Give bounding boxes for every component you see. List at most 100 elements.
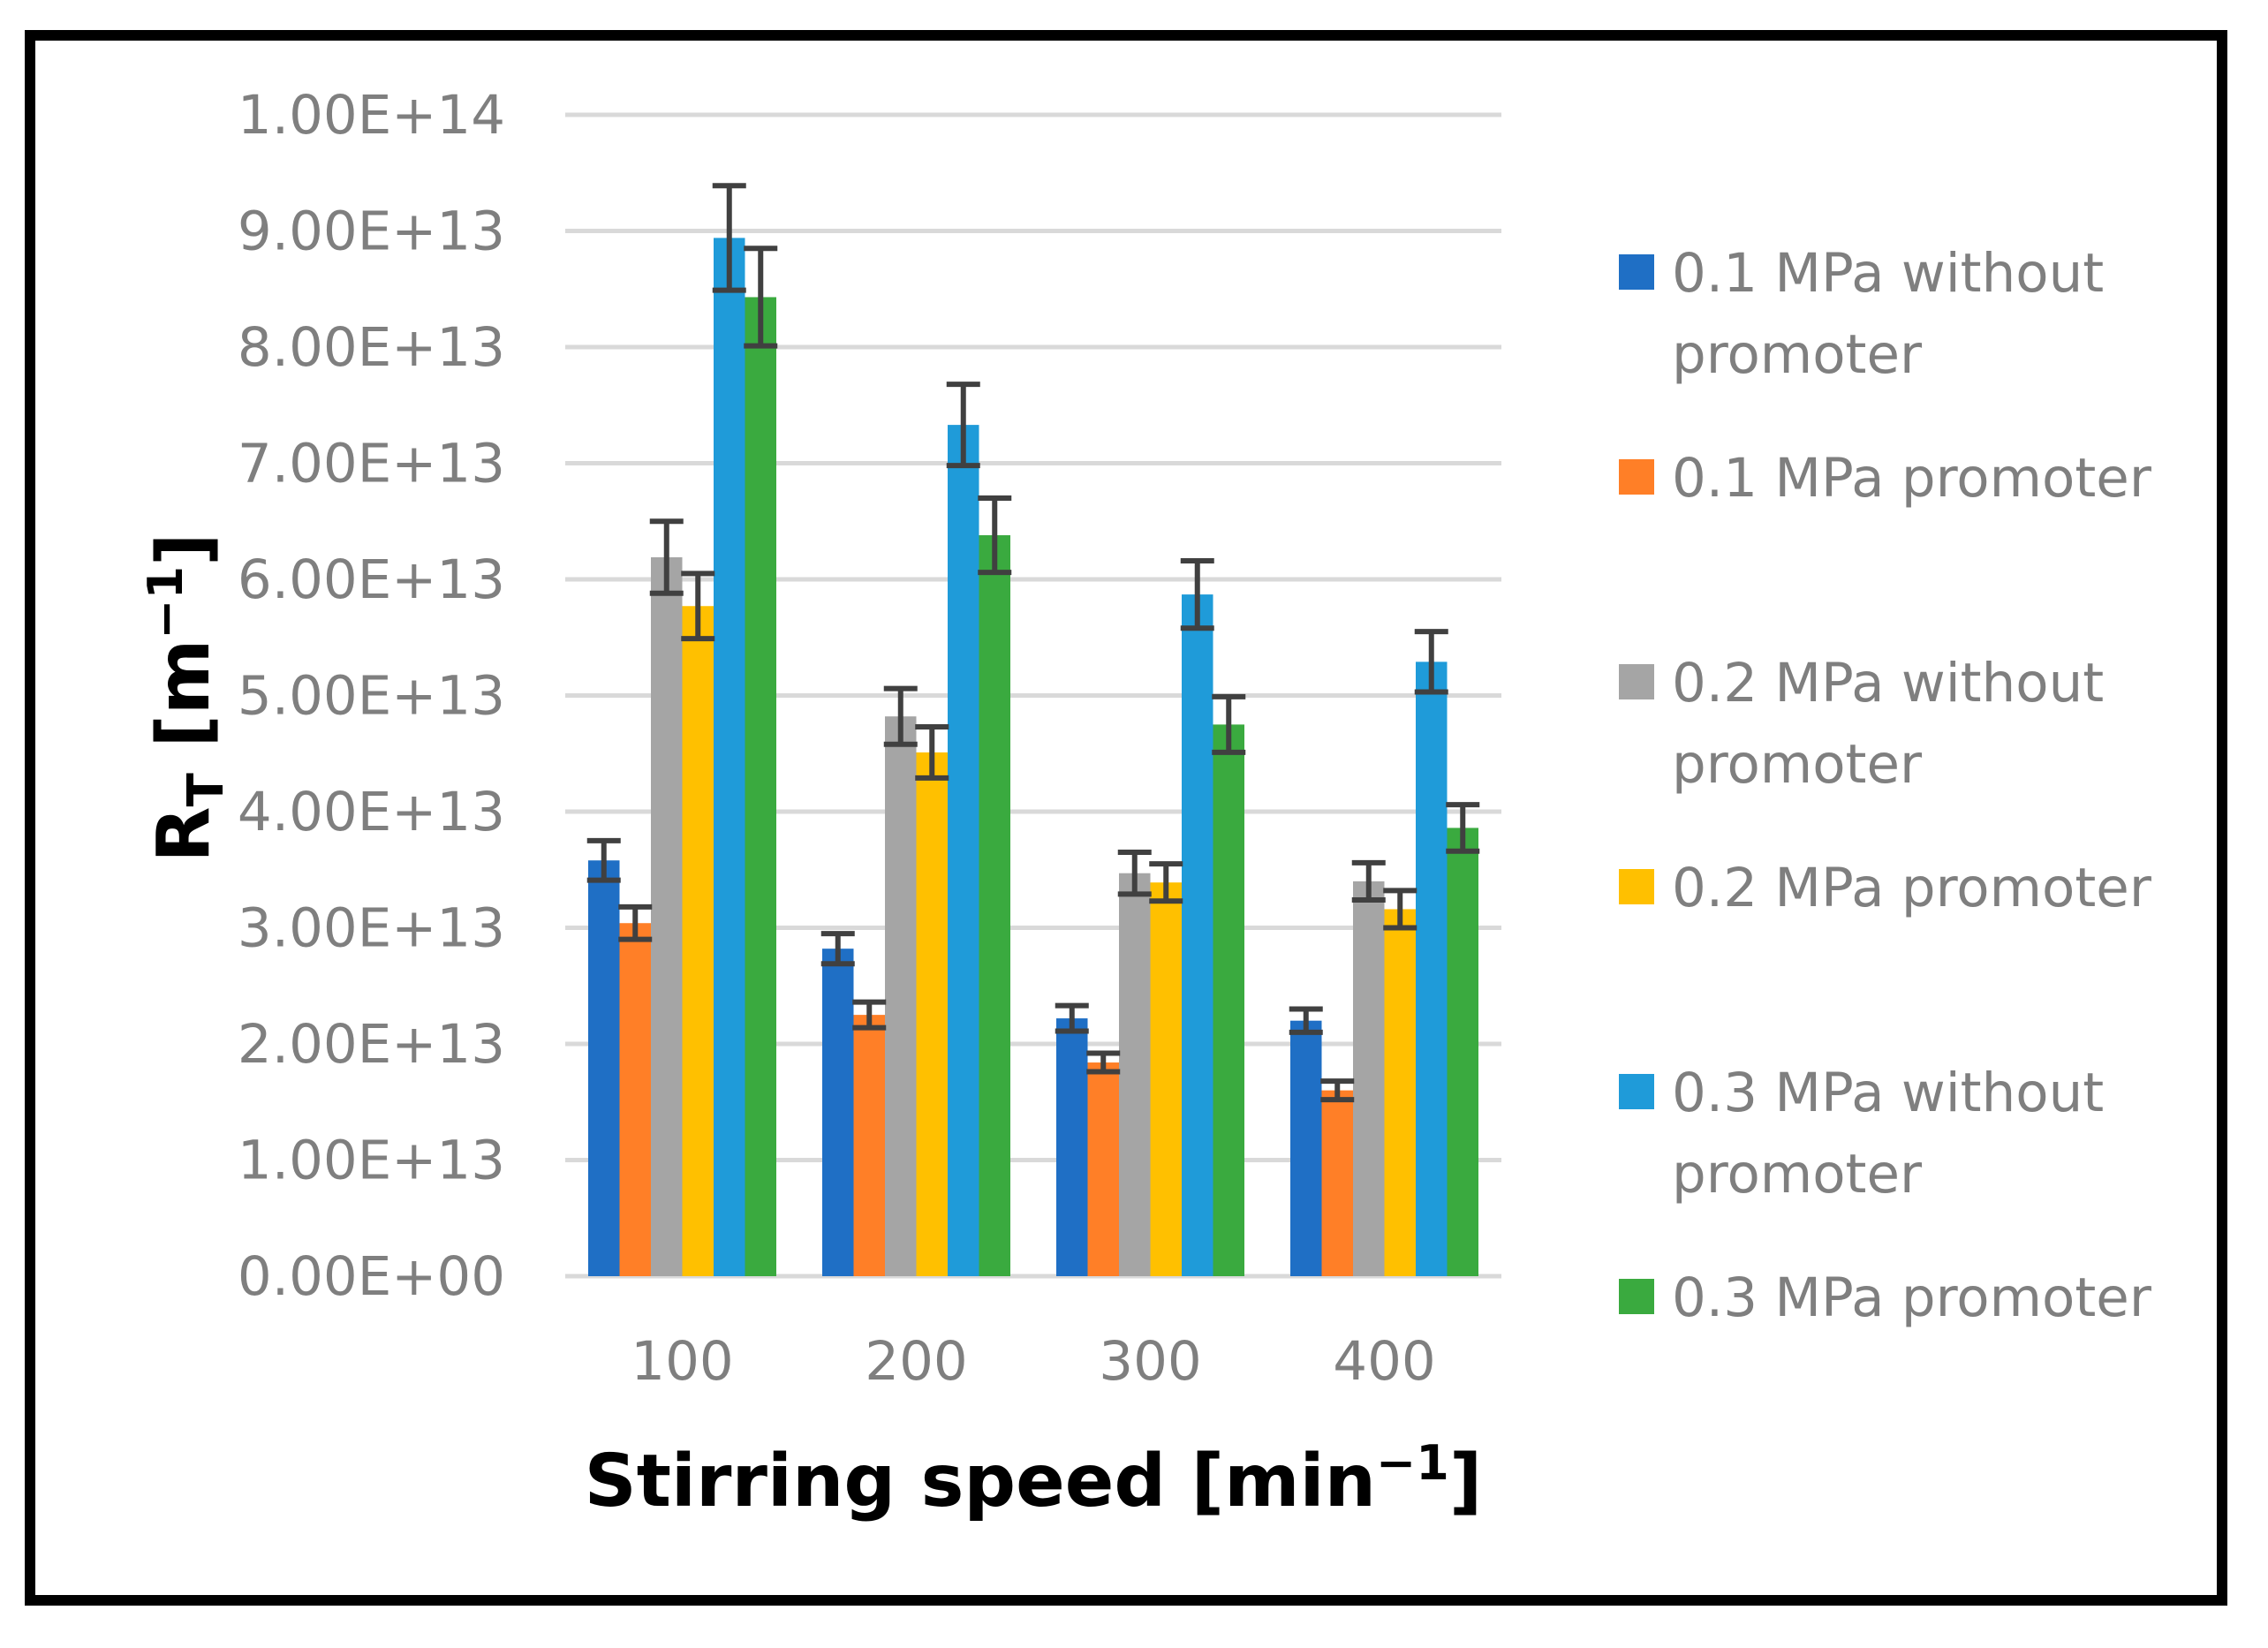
x-axis-title-main: Stirring speed [min	[585, 1440, 1376, 1523]
y-axis-title-sub: T	[178, 773, 235, 806]
error-bar	[744, 246, 778, 349]
error-bar	[586, 837, 621, 883]
bar	[682, 606, 714, 1276]
error-bar	[712, 183, 746, 293]
y-axis-title-mid: [m	[142, 639, 226, 773]
bar	[1150, 882, 1182, 1276]
bar	[1056, 1018, 1088, 1276]
legend-label: 0.1 MPa promoter	[1672, 447, 2152, 510]
error-bar	[852, 999, 887, 1031]
error-bar	[978, 495, 1012, 576]
y-tick-label: 1.00E+13	[238, 1130, 505, 1192]
legend-label: 0.3 MPa promoter	[1672, 1266, 2152, 1329]
bar	[1416, 661, 1448, 1276]
x-tick-labels: 100 200 300 400	[631, 1330, 1435, 1393]
legend-item: 0.1 MPa promoter	[1619, 447, 2152, 510]
y-tick-label: 6.00E+13	[238, 548, 505, 611]
legend-swatch	[1619, 1074, 1654, 1109]
bar	[916, 752, 948, 1276]
legend-item: 0.1 MPa without promoter	[1619, 242, 2104, 386]
bar	[822, 949, 854, 1276]
bar	[1087, 1062, 1119, 1276]
legend-item: 0.2 MPa without promoter	[1619, 652, 2104, 796]
error-bar	[618, 903, 653, 942]
legend-label: 0.2 MPa without	[1672, 652, 2104, 714]
error-bars	[586, 183, 1480, 1103]
bar	[1447, 828, 1478, 1276]
legend: 0.1 MPa without promoter 0.1 MPa promoter 0…	[1619, 242, 2152, 1329]
legend-label: 0.2 MPa promoter	[1672, 857, 2152, 919]
x-axis-title-sup: −1	[1376, 1435, 1449, 1491]
error-bar	[946, 382, 980, 469]
error-bar	[1351, 859, 1386, 903]
error-bar	[1180, 557, 1214, 631]
y-tick-label: 2.00E+13	[238, 1013, 505, 1076]
legend-item: 0.3 MPa without promoter	[1619, 1062, 2104, 1206]
bars	[588, 238, 1478, 1277]
bar	[714, 238, 745, 1276]
legend-label: 0.1 MPa without	[1672, 242, 2104, 305]
y-tick-labels: 0.00E+00 1.00E+13 2.00E+13 3.00E+13 4.00E+13…	[238, 84, 505, 1308]
error-bar	[1086, 1050, 1121, 1075]
y-tick-label: 3.00E+13	[238, 897, 505, 960]
error-bar	[1289, 1006, 1323, 1035]
y-tick-label: 7.00E+13	[238, 433, 505, 495]
error-bar	[1212, 693, 1246, 755]
legend-swatch	[1619, 664, 1654, 699]
y-tick-label: 4.00E+13	[238, 781, 505, 843]
bar	[1213, 724, 1244, 1276]
legend-label: promoter	[1672, 1143, 1923, 1206]
bar	[979, 535, 1010, 1276]
y-axis-title: RT [m−1]	[138, 533, 235, 862]
legend-label: 0.3 MPa without	[1672, 1062, 2104, 1124]
legend-label: promoter	[1672, 323, 1923, 386]
legend-swatch	[1619, 869, 1654, 904]
y-axis-title-end: ]	[142, 533, 226, 565]
y-tick-label: 0.00E+00	[238, 1245, 505, 1308]
bar	[1119, 873, 1151, 1276]
error-bar	[1414, 629, 1448, 695]
error-bar	[820, 931, 855, 967]
legend-swatch	[1619, 254, 1654, 290]
legend-item: 0.2 MPa promoter	[1619, 857, 2152, 919]
bar	[948, 425, 979, 1277]
chart-frame	[25, 30, 2227, 1606]
y-tick-label: 9.00E+13	[238, 200, 505, 263]
error-bar	[1149, 861, 1183, 904]
error-bar	[681, 571, 715, 642]
error-bar	[1320, 1078, 1355, 1103]
y-tick-label: 1.00E+14	[238, 84, 505, 147]
x-tick-label: 300	[1099, 1330, 1201, 1393]
x-tick-label: 100	[631, 1330, 733, 1393]
error-bar	[1383, 888, 1418, 931]
error-bar	[883, 685, 918, 747]
bar	[1290, 1020, 1322, 1276]
legend-item: 0.3 MPa promoter	[1619, 1266, 2152, 1329]
bar	[1353, 881, 1385, 1276]
error-bar	[1446, 802, 1480, 854]
y-tick-label: 5.00E+13	[238, 665, 505, 728]
bar	[885, 716, 917, 1276]
y-tick-label: 8.00E+13	[238, 316, 505, 379]
error-bar	[915, 724, 949, 781]
legend-label: promoter	[1672, 733, 1923, 796]
error-bar	[649, 518, 684, 596]
x-axis-title: Stirring speed [min−1]	[585, 1435, 1483, 1523]
error-bar	[1055, 1002, 1089, 1034]
x-tick-label: 200	[865, 1330, 967, 1393]
bar	[853, 1015, 885, 1276]
y-axis-title-sup: −1	[138, 566, 193, 639]
bar	[745, 297, 776, 1277]
bar	[588, 860, 620, 1276]
legend-swatch	[1619, 1279, 1654, 1314]
x-axis-title-tail: ]	[1449, 1440, 1482, 1523]
error-bar	[1117, 850, 1152, 897]
bar	[651, 557, 683, 1276]
legend-swatch	[1619, 459, 1654, 495]
x-tick-label: 400	[1333, 1330, 1435, 1393]
bar	[1384, 909, 1416, 1276]
bar	[619, 923, 651, 1276]
y-axis-title-main: R	[142, 806, 226, 862]
bar	[1182, 594, 1213, 1276]
